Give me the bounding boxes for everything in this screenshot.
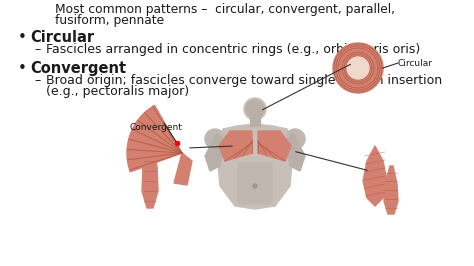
Text: Convergent: Convergent bbox=[30, 61, 126, 76]
Polygon shape bbox=[219, 131, 252, 161]
Polygon shape bbox=[205, 133, 225, 171]
Circle shape bbox=[347, 57, 369, 79]
FancyBboxPatch shape bbox=[250, 110, 260, 126]
Circle shape bbox=[205, 129, 225, 149]
Text: –: – bbox=[34, 43, 40, 56]
Polygon shape bbox=[142, 151, 158, 208]
FancyBboxPatch shape bbox=[238, 163, 272, 204]
Text: •: • bbox=[18, 61, 27, 76]
Text: Circular: Circular bbox=[398, 59, 433, 68]
Polygon shape bbox=[217, 124, 293, 209]
Circle shape bbox=[253, 184, 257, 188]
Text: Broad origin; fascicles converge toward single tendon insertion: Broad origin; fascicles converge toward … bbox=[46, 74, 442, 87]
Text: Circular: Circular bbox=[30, 30, 94, 45]
Text: •: • bbox=[18, 30, 27, 45]
Polygon shape bbox=[285, 133, 305, 171]
Text: Fascicles arranged in concentric rings (e.g., orbicularis oris): Fascicles arranged in concentric rings (… bbox=[46, 43, 420, 56]
Text: –: – bbox=[34, 74, 40, 87]
Polygon shape bbox=[363, 146, 387, 206]
Polygon shape bbox=[258, 131, 291, 161]
Polygon shape bbox=[174, 153, 192, 185]
Circle shape bbox=[244, 98, 266, 120]
Text: (e.g., pectoralis major): (e.g., pectoralis major) bbox=[46, 85, 189, 98]
Polygon shape bbox=[127, 105, 182, 172]
Polygon shape bbox=[333, 43, 383, 93]
Circle shape bbox=[246, 100, 264, 118]
Polygon shape bbox=[384, 166, 398, 214]
Text: fusiform, pennate: fusiform, pennate bbox=[55, 14, 164, 27]
Text: Convergent: Convergent bbox=[130, 123, 183, 132]
Circle shape bbox=[285, 129, 305, 149]
Text: Most common patterns –  circular, convergent, parallel,: Most common patterns – circular, converg… bbox=[55, 3, 395, 16]
